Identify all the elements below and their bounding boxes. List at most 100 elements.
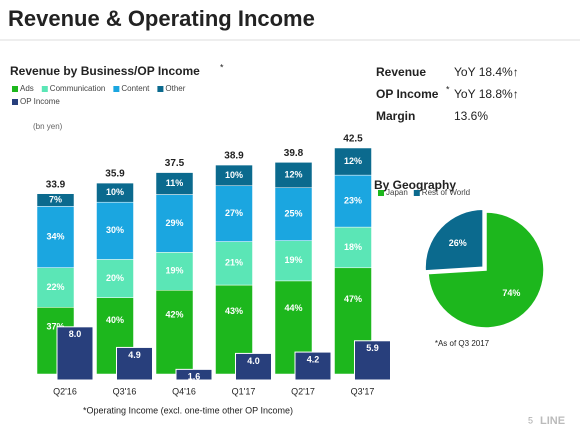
op-label: 4.2: [307, 354, 320, 364]
bar-segment: [215, 164, 253, 187]
logo: LINE: [540, 415, 565, 427]
bar-segment: [96, 201, 134, 260]
segment-label: 7%: [49, 194, 62, 204]
total-label: 39.8: [284, 148, 304, 159]
total-label: 37.5: [165, 158, 185, 169]
op-label: 1.6: [188, 372, 201, 382]
slice-label: 26%: [449, 238, 467, 248]
legend-swatch: [413, 190, 420, 196]
slice-label: 74%: [502, 288, 520, 298]
x-tick-label: Q3'17: [351, 386, 375, 396]
legend-label: Communication: [50, 84, 106, 93]
legend-label: Ads: [20, 84, 34, 93]
segment-label: 27%: [225, 208, 243, 218]
footnote: *Operating Income (excl. one-time other …: [83, 405, 293, 415]
segment-label: 37%: [46, 322, 64, 332]
page-number: 5: [528, 415, 533, 425]
segment-label: 19%: [165, 266, 183, 276]
chart-title: Revenue by Business/OP Income: [10, 64, 200, 78]
legend-swatch: [113, 86, 120, 92]
pie-title: By Geography: [374, 178, 456, 192]
unit-label: (bn yen): [33, 122, 63, 131]
op-bar: [116, 346, 153, 381]
bar-segment: [155, 252, 194, 291]
kpi-label: OP Income: [376, 87, 439, 101]
segment-label: 11%: [166, 178, 184, 188]
segment-label: 19%: [284, 255, 302, 265]
segment-label: 10%: [106, 187, 124, 197]
segment-label: 22%: [46, 282, 64, 292]
pie-note: *As of Q3 2017: [435, 339, 490, 348]
segment-label: 47%: [344, 294, 362, 304]
bar-segment: [155, 289, 194, 375]
x-tick-label: Q1'17: [232, 386, 256, 396]
segment-label: 20%: [106, 273, 124, 283]
op-label: 8.0: [69, 329, 82, 339]
segment-label: 18%: [344, 242, 362, 252]
segment-label: 23%: [344, 195, 362, 205]
legend-swatch: [41, 86, 48, 92]
x-tick-label: Q2'16: [53, 386, 77, 396]
bar-segment: [96, 259, 134, 298]
bar-segment: [215, 185, 253, 242]
segment-label: 25%: [284, 209, 302, 219]
bar-segment: [334, 226, 372, 269]
segment-label: 10%: [225, 170, 243, 180]
chart-title-note: *: [220, 62, 224, 72]
legend-label: OP Income: [20, 97, 60, 106]
total-label: 35.9: [105, 169, 125, 180]
segment-label: 12%: [284, 169, 302, 179]
op-label: 4.0: [247, 356, 260, 366]
x-tick-label: Q4'16: [172, 386, 196, 396]
segment-label: 12%: [344, 156, 362, 166]
op-bar: [294, 351, 332, 381]
kpi-label: Margin: [376, 109, 415, 123]
op-bar: [235, 352, 272, 381]
segment-label: 30%: [106, 225, 124, 235]
legend-swatch: [12, 99, 18, 105]
segment-label: 34%: [46, 231, 64, 241]
pie-slice: [427, 211, 545, 329]
bar-segment: [215, 241, 253, 286]
total-label: 33.9: [46, 179, 66, 190]
bar-segment: [96, 182, 134, 203]
op-label: 5.9: [366, 343, 379, 353]
segment-label: 40%: [106, 315, 124, 325]
x-tick-label: Q3'16: [113, 386, 137, 396]
bar-segment: [274, 240, 313, 282]
legend-swatch: [157, 86, 164, 92]
slide-title: Revenue & Operating Income: [8, 6, 315, 31]
bar-segment: [334, 174, 372, 228]
segment-label: 43%: [225, 306, 243, 316]
bar-segment: [36, 206, 75, 268]
segment-label: 42%: [165, 310, 183, 320]
total-label: 38.9: [224, 151, 244, 162]
segment-label: 44%: [284, 303, 302, 313]
kpi-label: Revenue: [376, 65, 426, 79]
legend-label: Japan: [386, 188, 408, 197]
legend-label: Other: [165, 84, 185, 93]
op-bar: [175, 368, 213, 381]
op-label: 4.9: [128, 350, 141, 360]
pie-slice: [424, 208, 484, 272]
kpi-value: 13.6%: [454, 109, 488, 123]
x-tick-label: Q2'17: [291, 386, 315, 396]
segment-label: 29%: [165, 218, 183, 228]
kpi-value: YoY 18.8%↑: [454, 87, 519, 101]
legend-swatch: [378, 190, 384, 196]
legend-swatch: [12, 86, 18, 92]
bar-segment: [274, 162, 313, 189]
bar-segment: [334, 147, 372, 176]
kpi-value: YoY 18.4%↑: [454, 65, 519, 79]
bar-segment: [274, 187, 313, 241]
bar-segment: [155, 194, 194, 253]
legend-label: Content: [121, 84, 150, 93]
op-bar: [56, 326, 94, 381]
bar-segment: [36, 193, 75, 207]
bar-segment: [155, 172, 194, 195]
op-bar: [354, 340, 391, 381]
total-label: 42.5: [343, 134, 363, 145]
kpi-note: *: [446, 84, 450, 94]
legend-label: Rest of World: [422, 188, 470, 197]
